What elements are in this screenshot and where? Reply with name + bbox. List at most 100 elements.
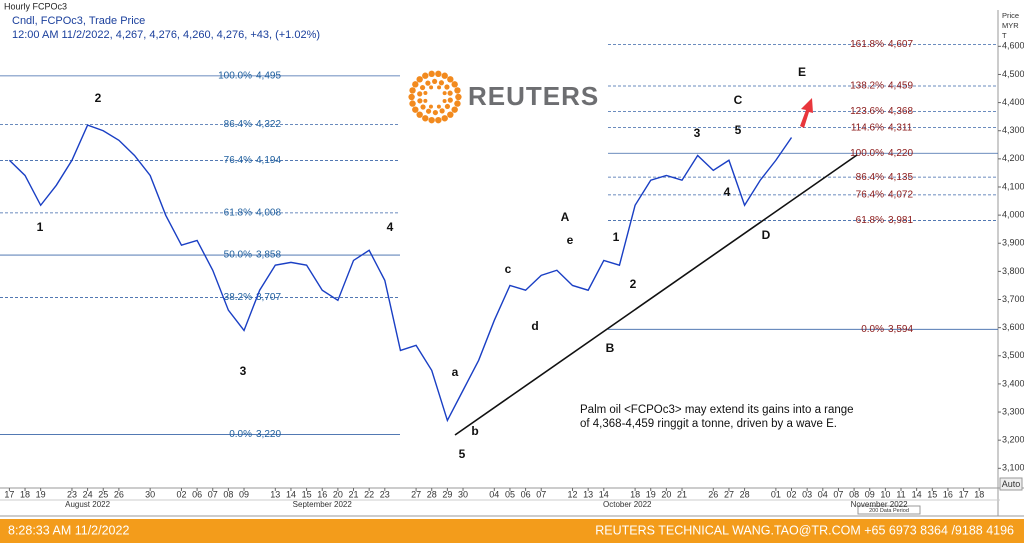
x-tick-label: 09 xyxy=(239,489,249,499)
fib-ratio: 161.8% xyxy=(850,39,884,50)
auto-button[interactable] xyxy=(999,477,1023,491)
x-tick-label: 11 xyxy=(896,489,905,499)
fib-ratio: 61.8% xyxy=(856,215,884,226)
x-tick-label: 18 xyxy=(974,489,984,499)
x-tick-label: 22 xyxy=(364,489,374,499)
wave-label: b xyxy=(471,424,478,438)
annotation: Palm oil <FCPOc3> may extend its gains i… xyxy=(580,404,854,416)
fib-value: 4,607 xyxy=(888,39,913,50)
fib-ratio: 86.4% xyxy=(856,172,884,183)
fib-value: 3,981 xyxy=(888,215,913,226)
wave-label: E xyxy=(798,65,806,79)
x-tick-label: 01 xyxy=(771,489,781,499)
y-tick-label: 4,100 xyxy=(1002,181,1024,191)
wave-label: 3 xyxy=(240,364,247,378)
x-tick-label: 09 xyxy=(865,489,875,499)
logo-dot xyxy=(432,109,438,116)
fib-ratio: 50.0% xyxy=(224,250,252,261)
wave-label: B xyxy=(606,341,615,355)
wave-label: a xyxy=(452,365,459,379)
x-tick-label: 17 xyxy=(959,489,969,499)
wave-label: c xyxy=(505,262,512,276)
x-tick-label: 28 xyxy=(740,489,750,499)
fib-value: 3,858 xyxy=(256,250,281,261)
x-tick-label: 23 xyxy=(380,489,390,499)
fib-value: 4,311 xyxy=(888,122,913,133)
x-tick-label: 23 xyxy=(67,489,77,499)
fib-value: 4,194 xyxy=(256,155,281,166)
wave-label: C xyxy=(734,93,743,107)
x-tick-label: 06 xyxy=(192,489,202,499)
y-tick-label: 3,600 xyxy=(1002,322,1024,332)
wave-label: 5 xyxy=(459,447,466,461)
x-tick-label: 06 xyxy=(521,489,531,499)
logo-dot xyxy=(429,85,434,90)
month-label: October 2022 xyxy=(603,500,652,509)
x-tick-label: 10 xyxy=(880,489,890,499)
x-tick-label: 02 xyxy=(176,489,186,499)
logo-dot xyxy=(454,100,461,107)
logo-dot xyxy=(417,98,423,104)
x-tick-label: 03 xyxy=(802,489,812,499)
logo-dot xyxy=(412,106,419,113)
fib-value: 4,008 xyxy=(256,208,281,219)
footer-time: 8:28:33 AM 11/2/2022 xyxy=(8,523,129,537)
footer-contact: REUTERS TECHNICAL WANG.TAO@TR.COM +65 69… xyxy=(595,523,1014,537)
x-tick-label: 27 xyxy=(724,489,734,499)
fib-ratio: 114.6% xyxy=(851,122,884,133)
x-tick-label: 20 xyxy=(661,489,671,499)
wave-label: e xyxy=(567,233,574,247)
x-tick-label: 05 xyxy=(505,489,515,499)
y-tick-label: 3,200 xyxy=(1002,435,1024,445)
fib-ratio: 0.0% xyxy=(229,429,252,440)
x-tick-label: 21 xyxy=(677,489,687,499)
logo-dot xyxy=(420,104,426,110)
fib-ratio: 61.8% xyxy=(224,208,252,219)
x-tick-label: 07 xyxy=(536,489,546,499)
x-tick-label: 18 xyxy=(630,489,640,499)
logo-dot xyxy=(428,104,433,109)
x-tick-label: 25 xyxy=(98,489,108,499)
y-tick-label: 3,900 xyxy=(1002,238,1024,248)
wave-label: D xyxy=(762,228,771,242)
logo-dot xyxy=(435,70,442,78)
logo-dot xyxy=(432,78,438,85)
logo-dot xyxy=(451,106,458,113)
wave-label: 5 xyxy=(735,123,742,137)
y-tick-label: 4,200 xyxy=(1002,153,1024,163)
x-tick-label: 04 xyxy=(489,489,499,499)
logo-dot xyxy=(412,81,419,88)
fib-ratio: 100.0% xyxy=(850,148,884,159)
logo-dot xyxy=(447,76,454,83)
x-tick-label: 18 xyxy=(20,489,30,499)
logo-dot xyxy=(455,93,462,101)
fib-ratio: 76.4% xyxy=(224,155,252,166)
x-tick-label: 30 xyxy=(458,489,468,499)
logo-dot xyxy=(438,80,445,86)
logo-dot xyxy=(419,84,426,91)
x-tick-label: 26 xyxy=(708,489,718,499)
y-axis-label: Price xyxy=(1002,11,1019,20)
price-line xyxy=(8,124,793,423)
footer-bar xyxy=(0,519,1024,543)
series-info: Cndl, FCPOc3, Trade Price xyxy=(12,15,145,27)
logo-dot xyxy=(416,76,423,83)
fib-ratio: 38.2% xyxy=(224,292,252,303)
logo-dot xyxy=(444,103,451,110)
auto-label[interactable]: Auto xyxy=(1002,479,1021,489)
x-tick-label: 07 xyxy=(208,489,218,499)
logo-dot xyxy=(436,104,441,109)
data-period: 200 Data Period xyxy=(869,508,909,514)
wave-label: d xyxy=(531,319,538,333)
fib-value: 4,495 xyxy=(256,71,281,82)
x-tick-label: 13 xyxy=(583,489,593,499)
y-axis-label: T xyxy=(1002,31,1007,40)
x-tick-label: 20 xyxy=(333,489,343,499)
x-tick-label: 08 xyxy=(849,489,859,499)
x-tick-label: 29 xyxy=(442,489,452,499)
x-tick-label: 21 xyxy=(349,489,359,499)
logo-dot xyxy=(442,91,447,96)
month-label: August 2022 xyxy=(65,500,110,509)
logo-dot xyxy=(422,115,429,122)
